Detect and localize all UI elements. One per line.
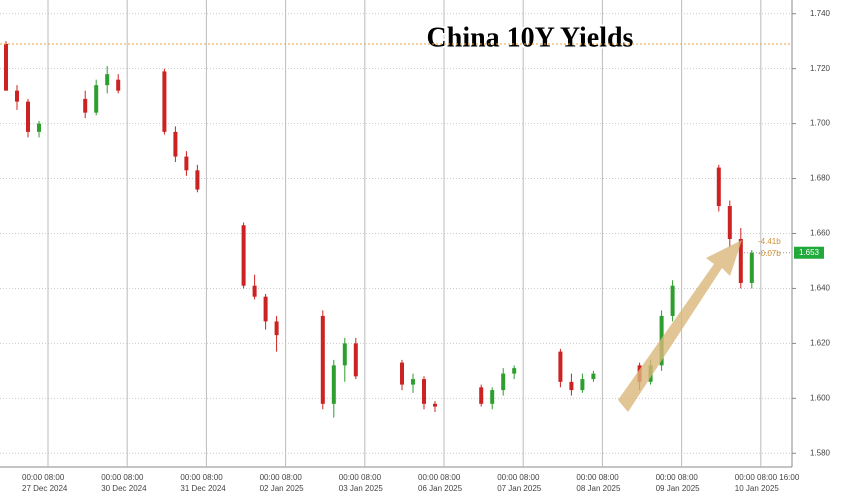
x-date-label: 02 Jan 2025: [260, 484, 305, 493]
candle-body: [727, 206, 732, 239]
candle-body: [738, 238, 743, 283]
candle-body: [490, 390, 495, 404]
x-date-label: 07 Jan 2025: [497, 484, 542, 493]
candle-body: [512, 368, 517, 374]
x-tick-label: 00:00 08:00 16:00: [735, 473, 800, 482]
x-date-label: 03 Jan 2025: [339, 484, 384, 493]
x-date-label: 08 Jan 2025: [576, 484, 621, 493]
candle-body: [83, 98, 88, 113]
candle-body: [353, 343, 358, 377]
candle-body: [433, 403, 437, 407]
candle-body: [4, 43, 8, 91]
x-date-label: 10 Jan 2025: [735, 484, 780, 493]
annotation: -4.41b: [758, 237, 781, 246]
candle-body: [716, 167, 721, 207]
candle-body: [252, 285, 257, 297]
candle-body: [241, 225, 246, 286]
candle-body: [479, 387, 484, 404]
candle-body: [173, 131, 178, 157]
candle-body: [263, 296, 268, 322]
last-price-box: [794, 246, 824, 259]
last-price-label: 1.653: [799, 248, 820, 257]
candle-body: [116, 79, 121, 91]
candle-body: [591, 373, 596, 380]
x-tick-label: 00:00 08:00: [260, 473, 303, 482]
y-tick-label: 1.740: [810, 9, 831, 18]
annotation: -0.07b: [758, 249, 781, 258]
candle-body: [400, 362, 404, 385]
x-tick-label: 00:00 08:00: [418, 473, 461, 482]
y-tick-label: 1.620: [810, 338, 831, 347]
x-tick-label: 00:00 08:00: [22, 473, 65, 482]
x-tick-label: 00:00 08:00: [101, 473, 144, 482]
candle-body: [274, 321, 279, 336]
x-date-label: 31 Dec 2024: [180, 484, 226, 493]
x-date-label: 30 Dec 2024: [101, 484, 147, 493]
x-tick-label: 00:00 08:00: [656, 473, 699, 482]
candle-body: [184, 156, 189, 171]
x-tick-label: 00:00 08:00: [576, 473, 619, 482]
x-tick-label: 00:00 08:00: [339, 473, 382, 482]
x-date-label: 06 Jan 2025: [418, 484, 463, 493]
candle-body: [580, 379, 585, 391]
x-tick-label: 00:00 08:00: [497, 473, 540, 482]
candle-body: [411, 379, 415, 385]
y-tick-label: 1.700: [810, 119, 831, 128]
trend-arrow: [618, 240, 742, 412]
y-tick-label: 1.580: [810, 448, 831, 457]
x-date-label: 09 Jan 2025: [656, 484, 701, 493]
candle-body: [749, 252, 754, 283]
candle-body: [320, 315, 325, 404]
candle-body: [162, 71, 167, 132]
y-tick-label: 1.720: [810, 64, 831, 73]
y-tick-label: 1.660: [810, 229, 831, 238]
candle-body: [331, 365, 336, 404]
candle-body: [37, 123, 41, 132]
candle-body: [670, 285, 675, 316]
x-date-label: 27 Dec 2024: [22, 484, 68, 493]
candle-body: [569, 381, 574, 391]
candle-body: [26, 101, 30, 132]
candle-body: [342, 343, 347, 366]
y-tick-label: 1.640: [810, 284, 831, 293]
candle-body: [422, 379, 426, 404]
y-tick-label: 1.680: [810, 174, 831, 183]
candle-body: [195, 170, 200, 190]
x-tick-label: 00:00 08:00: [180, 473, 223, 482]
candle-body: [105, 74, 110, 86]
chart-title: China 10Y Yields: [427, 22, 634, 53]
y-tick-label: 1.600: [810, 393, 831, 402]
candle-body: [501, 373, 506, 391]
candle-body: [15, 90, 19, 102]
candle-body: [558, 351, 563, 382]
candle-body: [94, 85, 99, 113]
